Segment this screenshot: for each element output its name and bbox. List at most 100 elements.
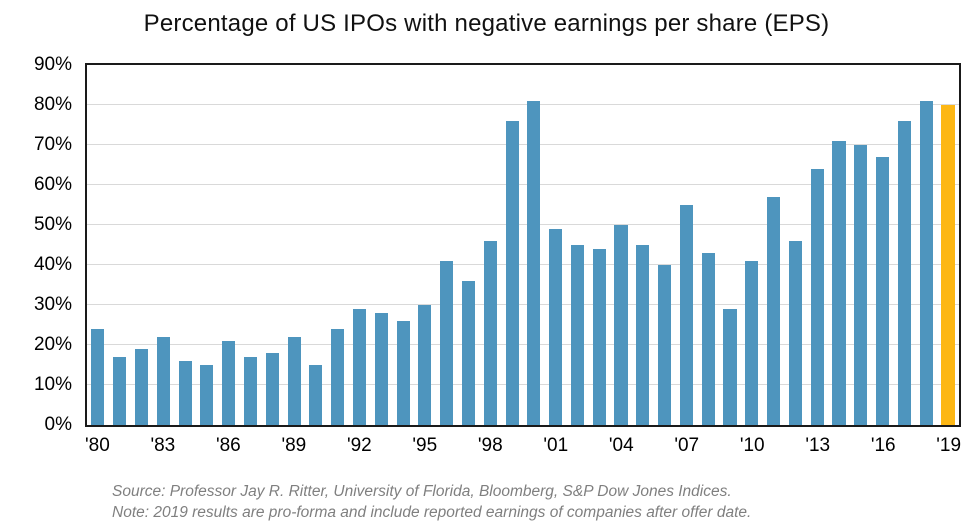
gridline-30 xyxy=(87,304,959,305)
bar-2004 xyxy=(614,225,628,425)
gridline-50 xyxy=(87,224,959,225)
bar-2011 xyxy=(767,197,781,425)
proforma-note: Note: 2019 results are pro-forma and inc… xyxy=(112,504,752,521)
bar-slot-1986 xyxy=(218,65,240,425)
bar-1997 xyxy=(461,281,475,425)
bar-2008 xyxy=(701,253,715,425)
gridline-80 xyxy=(87,104,959,106)
bar-1996 xyxy=(440,261,454,425)
bar-slot-2001 xyxy=(545,65,567,425)
x-axis-tick-spacer xyxy=(589,434,609,458)
bar-2019 xyxy=(941,105,955,425)
bar-2017 xyxy=(897,121,911,425)
chart-title: Percentage of US IPOs with negative earn… xyxy=(143,10,830,37)
bar-slot-1988 xyxy=(261,65,283,425)
x-axis-tick-spacer xyxy=(654,434,674,458)
plot-area xyxy=(85,63,961,427)
x-axis-tick-spacer xyxy=(306,434,326,458)
gridline-10 xyxy=(87,384,959,386)
bar-slot-2012 xyxy=(785,65,807,425)
x-axis-tick-spacer xyxy=(850,434,870,458)
bar-slot-2005 xyxy=(632,65,654,425)
x-axis-tick-spacer xyxy=(896,434,916,458)
x-axis-tick-spacer xyxy=(634,434,654,458)
bar-1985 xyxy=(200,365,214,425)
bar-2006 xyxy=(658,265,672,425)
bar-2007 xyxy=(679,205,693,425)
bar-slot-1983 xyxy=(152,65,174,425)
bar-2015 xyxy=(854,145,868,425)
bar-slot-1990 xyxy=(305,65,327,425)
bar-slot-1989 xyxy=(283,65,305,425)
gridline-60 xyxy=(87,184,959,185)
gridline-40 xyxy=(87,264,959,266)
x-axis: '80 '83 '86 '89 '92 '95 '98 '01 '04 '07 '10 '13 '16 '… xyxy=(85,434,961,458)
x-axis-tick-spacer xyxy=(916,434,936,458)
x-axis-tick-spacer xyxy=(568,434,588,458)
bar-slot-1980 xyxy=(87,65,109,425)
bar-1984 xyxy=(178,361,192,425)
bar-slot-1987 xyxy=(240,65,262,425)
bar-slot-2009 xyxy=(719,65,741,425)
bar-slot-2019 xyxy=(937,65,959,425)
bar-slot-1998 xyxy=(479,65,501,425)
y-axis-tick-label-10: 10% xyxy=(33,374,72,395)
y-axis: 0% 10% 20% 30% 40% 50% 60% 70% 80% 90% xyxy=(0,55,76,435)
y-axis-tick-label-90: 90% xyxy=(33,54,72,75)
bar-1989 xyxy=(287,337,301,425)
y-axis-tick-label-60: 60% xyxy=(33,174,72,195)
x-axis-tick-spacer xyxy=(503,434,523,458)
bar-slot-2010 xyxy=(741,65,763,425)
gridline-20 xyxy=(87,344,959,346)
bar-2003 xyxy=(592,249,606,425)
source-note: Source: Professor Jay R. Ritter, Univers… xyxy=(112,483,732,500)
bar-1991 xyxy=(331,329,345,425)
bar-2018 xyxy=(919,101,933,425)
y-axis-tick-label-40: 40% xyxy=(33,254,72,275)
bar-1995 xyxy=(418,305,432,425)
x-axis-tick-spacer xyxy=(130,434,150,458)
bar-slot-1996 xyxy=(436,65,458,425)
bar-2016 xyxy=(876,157,890,425)
x-axis-tick-spacer xyxy=(719,434,739,458)
bar-1980 xyxy=(91,329,105,425)
y-axis-tick-label-0: 0% xyxy=(44,414,72,435)
bar-1998 xyxy=(483,241,497,425)
x-axis-tick-label-1980: '80 xyxy=(85,435,110,456)
x-axis-tick-spacer xyxy=(196,434,216,458)
x-axis-tick-label-1995: '95 xyxy=(412,435,438,456)
bar-2013 xyxy=(810,169,824,425)
bar-2010 xyxy=(745,261,759,425)
bar-slot-2016 xyxy=(872,65,894,425)
bar-1990 xyxy=(309,365,323,425)
bar-slot-2013 xyxy=(806,65,828,425)
bar-2012 xyxy=(788,241,802,425)
bar-slot-1984 xyxy=(174,65,196,425)
x-axis-tick-spacer xyxy=(327,434,347,458)
x-axis-tick-label-2016: '16 xyxy=(870,435,896,456)
bar-slot-2002 xyxy=(567,65,589,425)
x-axis-tick-spacer xyxy=(175,434,195,458)
x-axis-tick-spacer xyxy=(765,434,785,458)
y-axis-tick-label-70: 70% xyxy=(33,134,72,155)
bar-1992 xyxy=(352,309,366,425)
x-axis-tick-label-2019: '19 xyxy=(936,435,962,456)
gridlines xyxy=(87,65,959,425)
gridline-70 xyxy=(87,144,959,145)
x-axis-tick-spacer xyxy=(110,434,130,458)
bar-slot-1993 xyxy=(370,65,392,425)
bar-1999 xyxy=(505,121,519,425)
x-axis-tick-spacer xyxy=(699,434,719,458)
bar-2000 xyxy=(527,101,541,425)
bar-2009 xyxy=(723,309,737,425)
x-axis-tick-label-1983: '83 xyxy=(150,435,176,456)
bar-2001 xyxy=(549,229,563,425)
x-axis-tick-spacer xyxy=(437,434,457,458)
x-axis-tick-label-2001: '01 xyxy=(543,435,569,456)
bar-1983 xyxy=(156,337,170,425)
x-axis-tick-spacer xyxy=(523,434,543,458)
x-axis-tick-spacer xyxy=(261,434,281,458)
footnote: Source: Professor Jay R. Ritter, Univers… xyxy=(112,481,952,523)
bar-slot-2018 xyxy=(915,65,937,425)
y-axis-tick-label-80: 80% xyxy=(33,94,72,115)
